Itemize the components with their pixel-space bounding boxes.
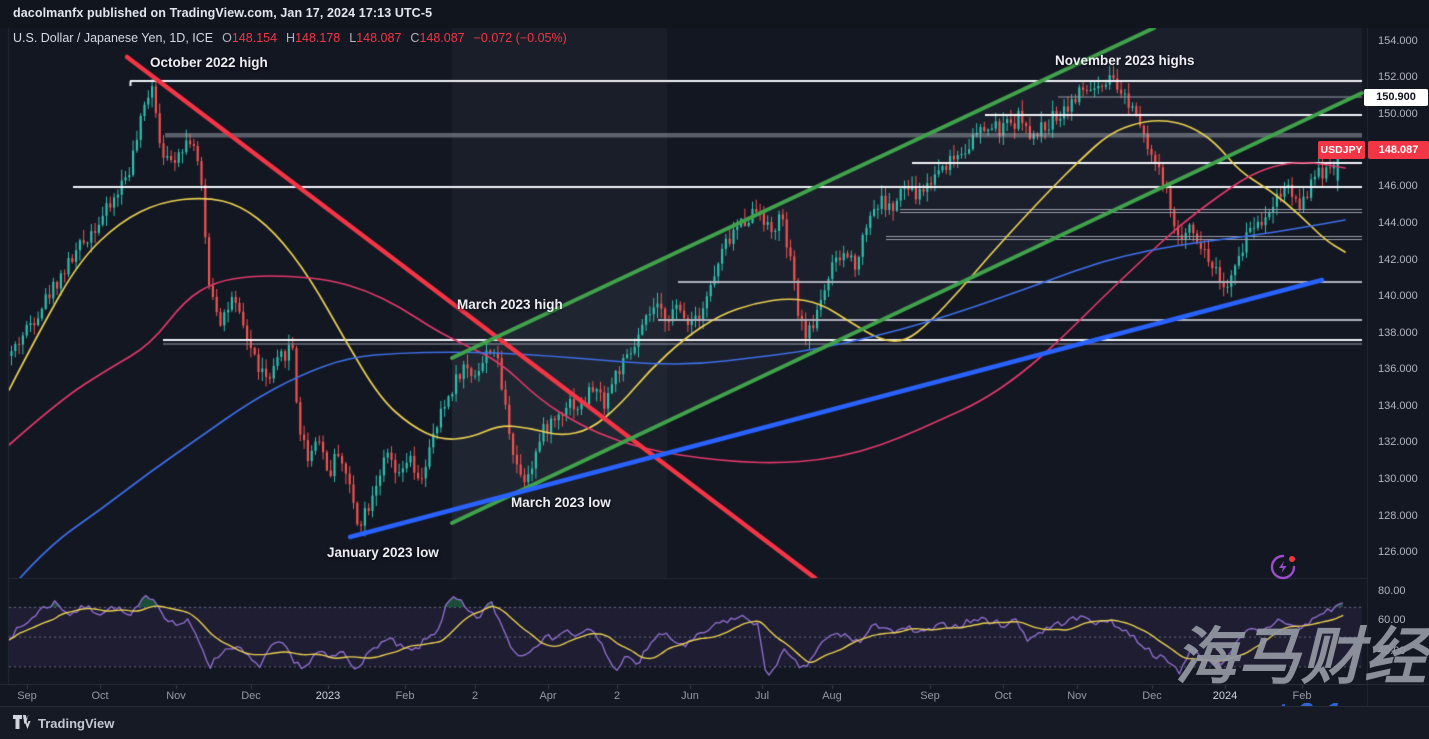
price-axis-label: 142.000 (1378, 254, 1418, 266)
symbol-info-bar[interactable]: U.S. Dollar / Japanese Yen, 1D, ICE O148.… (13, 31, 567, 45)
price-axis-label: 144.000 (1378, 217, 1418, 229)
chart-annotation: March 2023 low (511, 495, 611, 510)
time-axis-label: Sep (17, 690, 37, 702)
time-axis-label: Oct (994, 690, 1012, 702)
time-axis-label: Nov (166, 690, 186, 702)
time-axis-label: Jul (754, 690, 770, 702)
chart-annotation: January 2023 low (327, 545, 439, 560)
tradingview-logo-icon (13, 715, 31, 729)
chart-annotation: November 2023 highs (1055, 53, 1195, 68)
time-axis-label: Oct (91, 690, 109, 702)
time-axis-label: 2 (471, 690, 479, 702)
ohlc-value: 148.178 (295, 31, 341, 45)
last-price-value-label: 148.087 (1368, 141, 1429, 159)
price-axis-label: 152.000 (1378, 71, 1418, 83)
time-axis-label: Dec (1142, 690, 1162, 702)
ohlc-letter: O (222, 31, 232, 45)
price-axis-label: 130.000 (1378, 473, 1418, 485)
time-axis-label: Apr (539, 690, 557, 702)
price-axis[interactable]: 154.000 152.000 150.000 146.000 144.000 142.0… (1367, 28, 1429, 706)
time-axis-label: Nov (1067, 690, 1087, 702)
time-axis-label: Aug (822, 690, 842, 702)
published-text: dacolmanfx published on TradingView.com,… (13, 6, 433, 20)
price-level-label-150900: 150.900 (1364, 89, 1428, 106)
ohlc-value: 148.087 (356, 31, 402, 45)
chart-annotation: March 2023 high (457, 297, 563, 312)
time-axis-label: Feb (395, 690, 415, 702)
symbol-title: U.S. Dollar / Japanese Yen, 1D, ICE (13, 31, 214, 45)
price-axis-label: 136.000 (1378, 363, 1418, 375)
rsi-axis-label: 40.00 (1378, 645, 1406, 657)
price-axis-label: 132.000 (1378, 436, 1418, 448)
price-change: −0.072 (−0.05%) (473, 31, 567, 45)
footer-bar: TradingView (0, 706, 1429, 739)
price-axis-label: 146.000 (1378, 180, 1418, 192)
time-axis-label: 2023 (315, 690, 341, 702)
last-price-symbol-label: USDJPY (1318, 141, 1365, 159)
refresh-lightning-icon[interactable] (1268, 552, 1298, 582)
time-axis-label: Feb (1292, 690, 1312, 702)
price-axis-label: 134.000 (1378, 400, 1418, 412)
price-axis-label: 138.000 (1378, 327, 1418, 339)
ohlc-letter: C (410, 31, 420, 45)
price-axis-label: 140.000 (1378, 290, 1418, 302)
price-axis-label: 154.000 (1378, 35, 1418, 47)
time-axis-label: 2 (613, 690, 621, 702)
time-axis-label: Dec (241, 690, 261, 702)
time-axis[interactable]: Sep Oct Nov Dec 2023 Feb 2 Apr 2 Jun Jul Aug Sep Oct N… (0, 684, 1429, 706)
chart-annotation: October 2022 high (150, 55, 268, 70)
rsi-axis-label: 80.00 (1378, 585, 1406, 597)
price-axis-label: 128.000 (1378, 510, 1418, 522)
ohlc-letter: H (286, 31, 296, 45)
published-bar: dacolmanfx published on TradingView.com,… (0, 0, 1429, 28)
rsi-axis-label: 60.00 (1378, 614, 1406, 626)
ohlc-value: 148.087 (419, 31, 465, 45)
time-axis-label: 2024 (1212, 690, 1238, 702)
tradingview-logo-text: TradingView (38, 715, 115, 731)
price-axis-label: 126.000 (1378, 546, 1418, 558)
time-axis-label: Sep (920, 690, 940, 702)
ohlc-value: 148.154 (231, 31, 278, 45)
ohlc-letter: L (349, 31, 357, 45)
tradingview-logo[interactable]: TradingView (13, 715, 114, 731)
price-axis-label: 150.000 (1378, 108, 1418, 120)
time-axis-label: Jun (681, 690, 699, 702)
